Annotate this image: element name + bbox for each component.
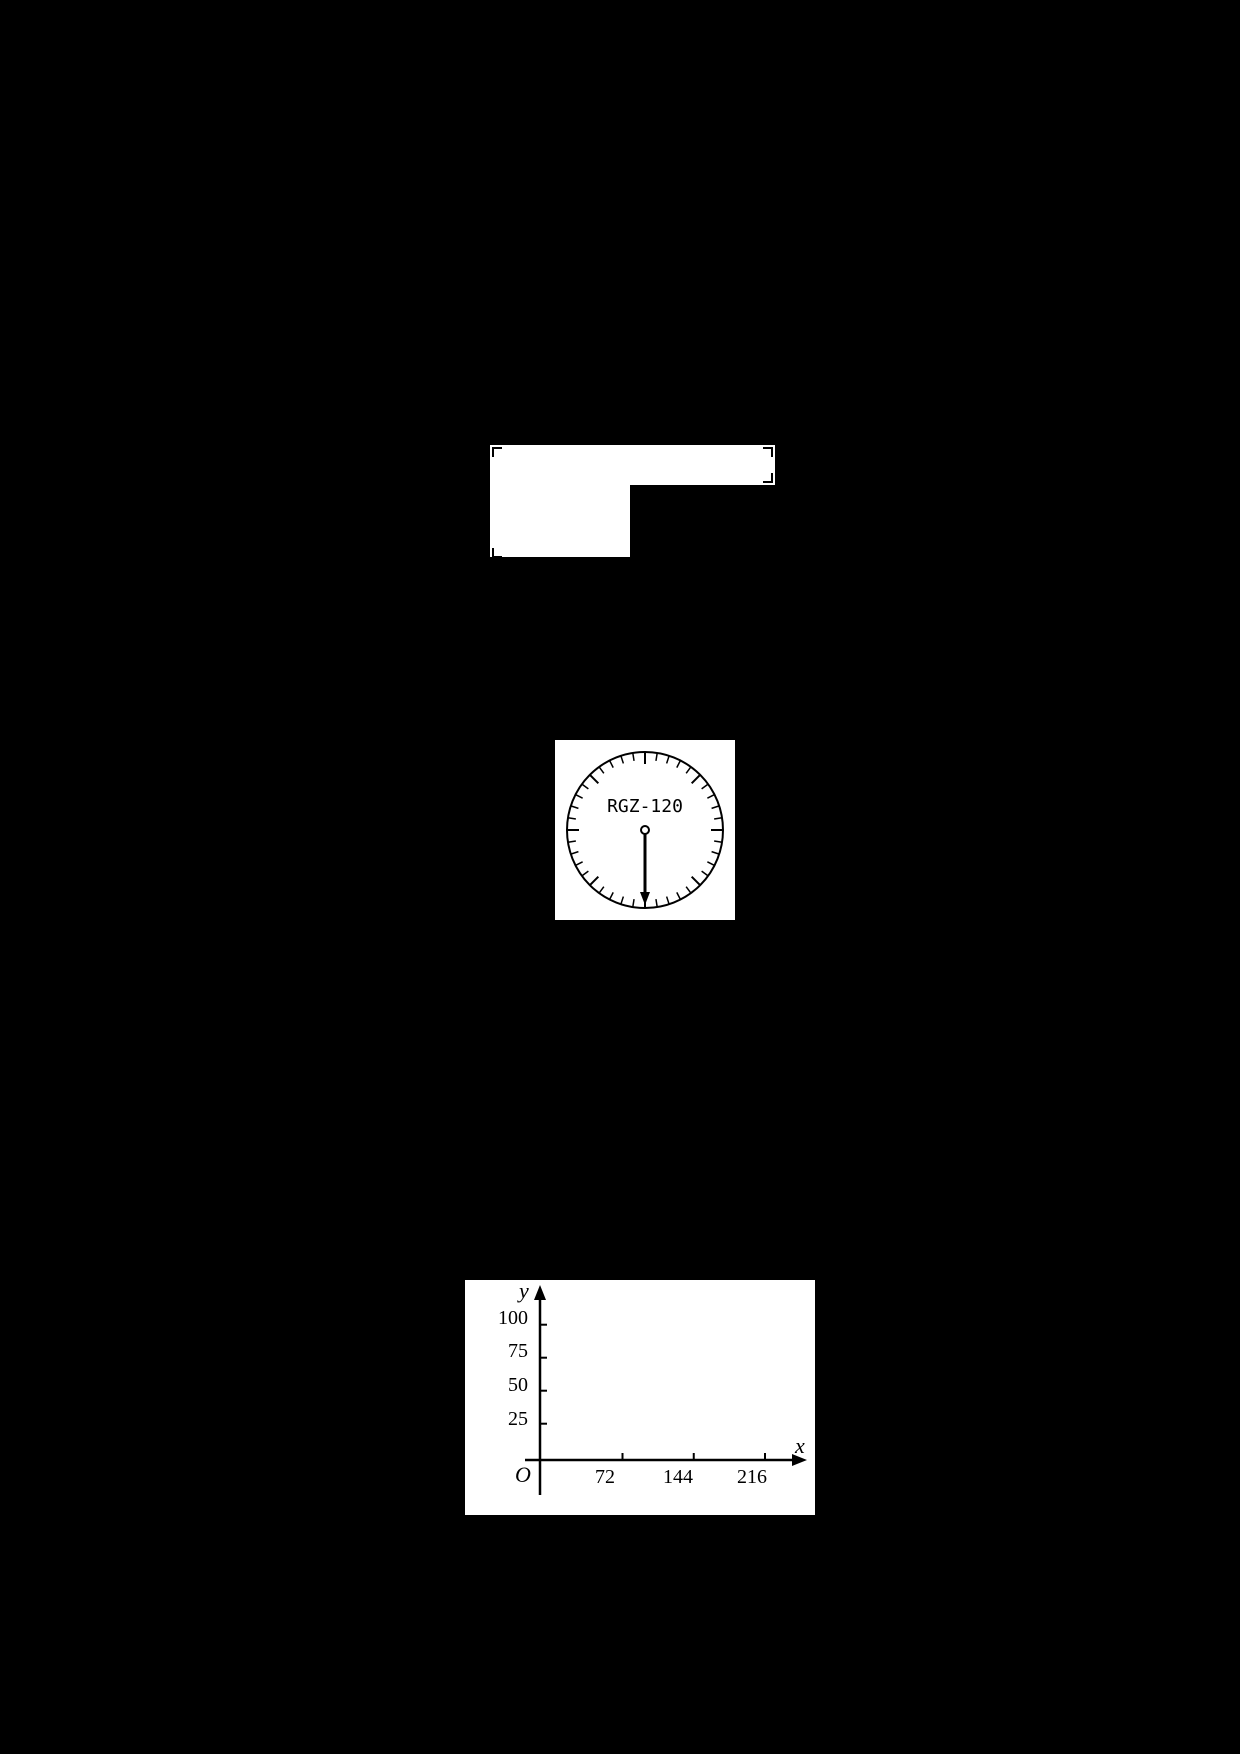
corner-mark-bl	[492, 548, 502, 558]
lshape-bottom-rect	[490, 483, 630, 557]
lshape-diagram	[490, 445, 775, 560]
x-tick-72: 72	[595, 1466, 615, 1489]
corner-mark-tl	[492, 447, 502, 457]
x-tick-216: 216	[737, 1466, 767, 1489]
x-axis-label: x	[795, 1433, 805, 1459]
y-tick-50: 50	[486, 1374, 528, 1397]
y-tick-100: 100	[486, 1307, 528, 1330]
x-tick-144: 144	[663, 1466, 693, 1489]
y-tick-75: 75	[486, 1340, 528, 1363]
origin-label: O	[515, 1462, 531, 1488]
xy-chart: y x O 100 75 50 25 72 144 216	[465, 1280, 815, 1515]
lshape-top-rect	[490, 445, 775, 485]
scale-dial: RGZ-120	[555, 740, 735, 920]
y-axis-label: y	[519, 1278, 529, 1304]
corner-mark-tr	[763, 447, 773, 457]
corner-mark-r	[763, 473, 773, 483]
scale-label: RGZ-120	[555, 796, 735, 817]
y-tick-25: 25	[486, 1408, 528, 1431]
scale-svg	[555, 740, 735, 920]
